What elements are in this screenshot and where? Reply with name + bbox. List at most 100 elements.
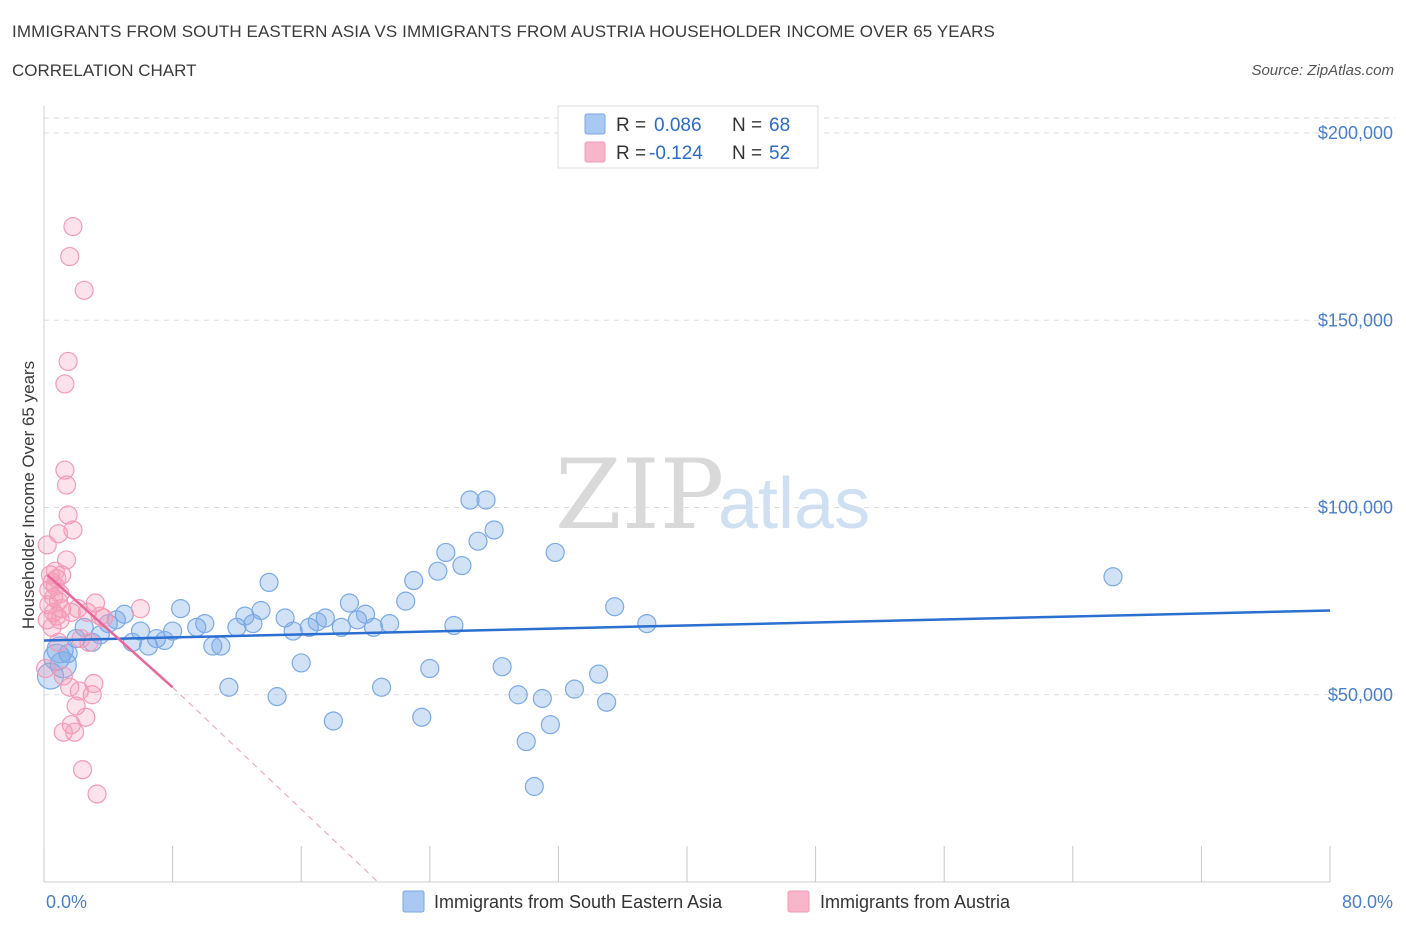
point-south-eastern-asia — [171, 599, 191, 619]
point-austria — [79, 632, 99, 652]
point-south-eastern-asia — [259, 572, 279, 593]
correlation-legend: R = 0.086 N = 68 R = -0.124 N = 52 — [557, 105, 819, 169]
point-south-eastern-asia — [476, 490, 496, 510]
y-tick-label: $150,000 — [1318, 310, 1393, 330]
x-tick-label-max: 80.0% — [1342, 892, 1393, 912]
point-south-eastern-asia — [130, 621, 151, 641]
point-south-eastern-asia — [371, 677, 392, 697]
point-south-eastern-asia — [436, 542, 456, 563]
trend-line-austria-extension — [172, 686, 379, 883]
point-south-eastern-asia — [597, 692, 617, 712]
point-south-eastern-asia — [251, 600, 271, 621]
point-austria — [68, 599, 88, 619]
point-austria — [56, 550, 77, 570]
point-austria — [48, 632, 69, 652]
point-south-eastern-asia — [396, 591, 416, 611]
point-south-eastern-asia — [516, 731, 536, 752]
y-tick-label: $200,000 — [1318, 123, 1393, 143]
trend-line-austria — [46, 573, 174, 689]
point-austria — [87, 784, 107, 804]
point-south-eastern-asia — [605, 597, 625, 617]
point-south-eastern-asia — [532, 688, 552, 709]
legend-n-value-sea: 68 — [769, 115, 790, 136]
point-south-eastern-asia — [404, 570, 424, 591]
chart-subtitle: CORRELATION CHART — [12, 61, 197, 80]
legend-r-value-sea: 0.086 — [654, 115, 702, 136]
point-austria — [63, 217, 83, 237]
watermark-atlas: atlas — [718, 464, 870, 544]
y-axis-label: Householder Income Over 65 years — [19, 361, 38, 629]
point-south-eastern-asia — [588, 664, 609, 684]
point-south-eastern-asia — [195, 613, 215, 634]
point-south-eastern-asia — [323, 711, 343, 731]
point-south-eastern-asia — [49, 651, 77, 679]
point-south-eastern-asia — [291, 653, 311, 673]
source-note: Source: ZipAtlas.com — [1251, 62, 1394, 79]
point-south-eastern-asia — [452, 555, 472, 576]
y-tick-label: $50,000 — [1328, 685, 1393, 705]
point-south-eastern-asia — [428, 561, 448, 581]
point-south-eastern-asia — [564, 679, 585, 699]
point-south-eastern-asia — [267, 687, 287, 707]
point-south-eastern-asia — [492, 657, 512, 677]
point-south-eastern-asia — [484, 520, 504, 540]
legend-n-label-austria: N = — [732, 143, 762, 164]
point-austria — [130, 599, 151, 619]
bottom-legend-label-austria: Immigrants from Austria — [820, 892, 1011, 912]
point-south-eastern-asia — [412, 707, 432, 727]
point-south-eastern-asia — [1103, 567, 1123, 587]
data-points — [36, 217, 1123, 804]
point-austria — [36, 658, 56, 679]
legend-r-value-austria: -0.124 — [649, 143, 703, 164]
bottom-legend-label-sea: Immigrants from South Eastern Asia — [434, 892, 723, 912]
point-south-eastern-asia — [74, 617, 94, 637]
legend-swatch-sea — [584, 113, 606, 135]
point-south-eastern-asia — [283, 621, 303, 641]
point-austria — [90, 606, 110, 626]
point-south-eastern-asia — [114, 604, 134, 624]
point-south-eastern-asia — [540, 715, 560, 735]
point-austria — [58, 351, 78, 372]
bottom-legend-swatch-sea — [402, 890, 425, 913]
point-austria — [55, 374, 75, 394]
point-south-eastern-asia — [331, 617, 351, 637]
point-south-eastern-asia — [545, 542, 565, 563]
point-south-eastern-asia — [468, 531, 488, 551]
x-tick-label-min: 0.0% — [46, 892, 87, 912]
point-south-eastern-asia — [211, 636, 231, 656]
legend-r-label-sea: R = — [616, 115, 646, 136]
chart-title: IMMIGRANTS FROM SOUTH EASTERN ASIA VS IM… — [12, 22, 995, 41]
point-austria — [84, 673, 104, 694]
legend-swatch-austria — [584, 141, 606, 163]
point-south-eastern-asia — [508, 685, 528, 705]
point-austria — [55, 460, 75, 480]
point-austria — [48, 524, 69, 544]
point-south-eastern-asia — [315, 608, 335, 628]
point-south-eastern-asia — [339, 593, 360, 613]
point-austria — [74, 280, 94, 300]
legend-r-label-austria: R = — [616, 143, 646, 164]
point-austria — [53, 722, 73, 742]
point-south-eastern-asia — [163, 621, 183, 641]
point-austria — [60, 677, 80, 697]
point-austria — [63, 520, 83, 540]
point-south-eastern-asia — [524, 776, 544, 797]
point-austria — [56, 475, 77, 495]
point-austria — [64, 722, 85, 742]
point-austria — [53, 666, 73, 686]
point-south-eastern-asia — [380, 613, 400, 634]
point-austria — [58, 505, 78, 525]
point-south-eastern-asia — [460, 490, 480, 510]
y-tick-labels: $50,000 $100,000 $150,000 $200,000 — [1318, 123, 1393, 705]
y-tick-label: $100,000 — [1318, 498, 1393, 518]
x-tick-labels: 0.0% 80.0% — [46, 892, 1393, 912]
bottom-legend-swatch-austria — [787, 890, 810, 913]
trend-lines — [43, 573, 1331, 883]
point-austria — [52, 599, 72, 619]
series-legend: Immigrants from South Eastern Asia Immig… — [402, 890, 1011, 913]
point-south-eastern-asia — [219, 677, 239, 697]
point-south-eastern-asia — [420, 658, 440, 679]
legend-n-label-sea: N = — [732, 115, 762, 136]
point-south-eastern-asia — [637, 613, 657, 634]
